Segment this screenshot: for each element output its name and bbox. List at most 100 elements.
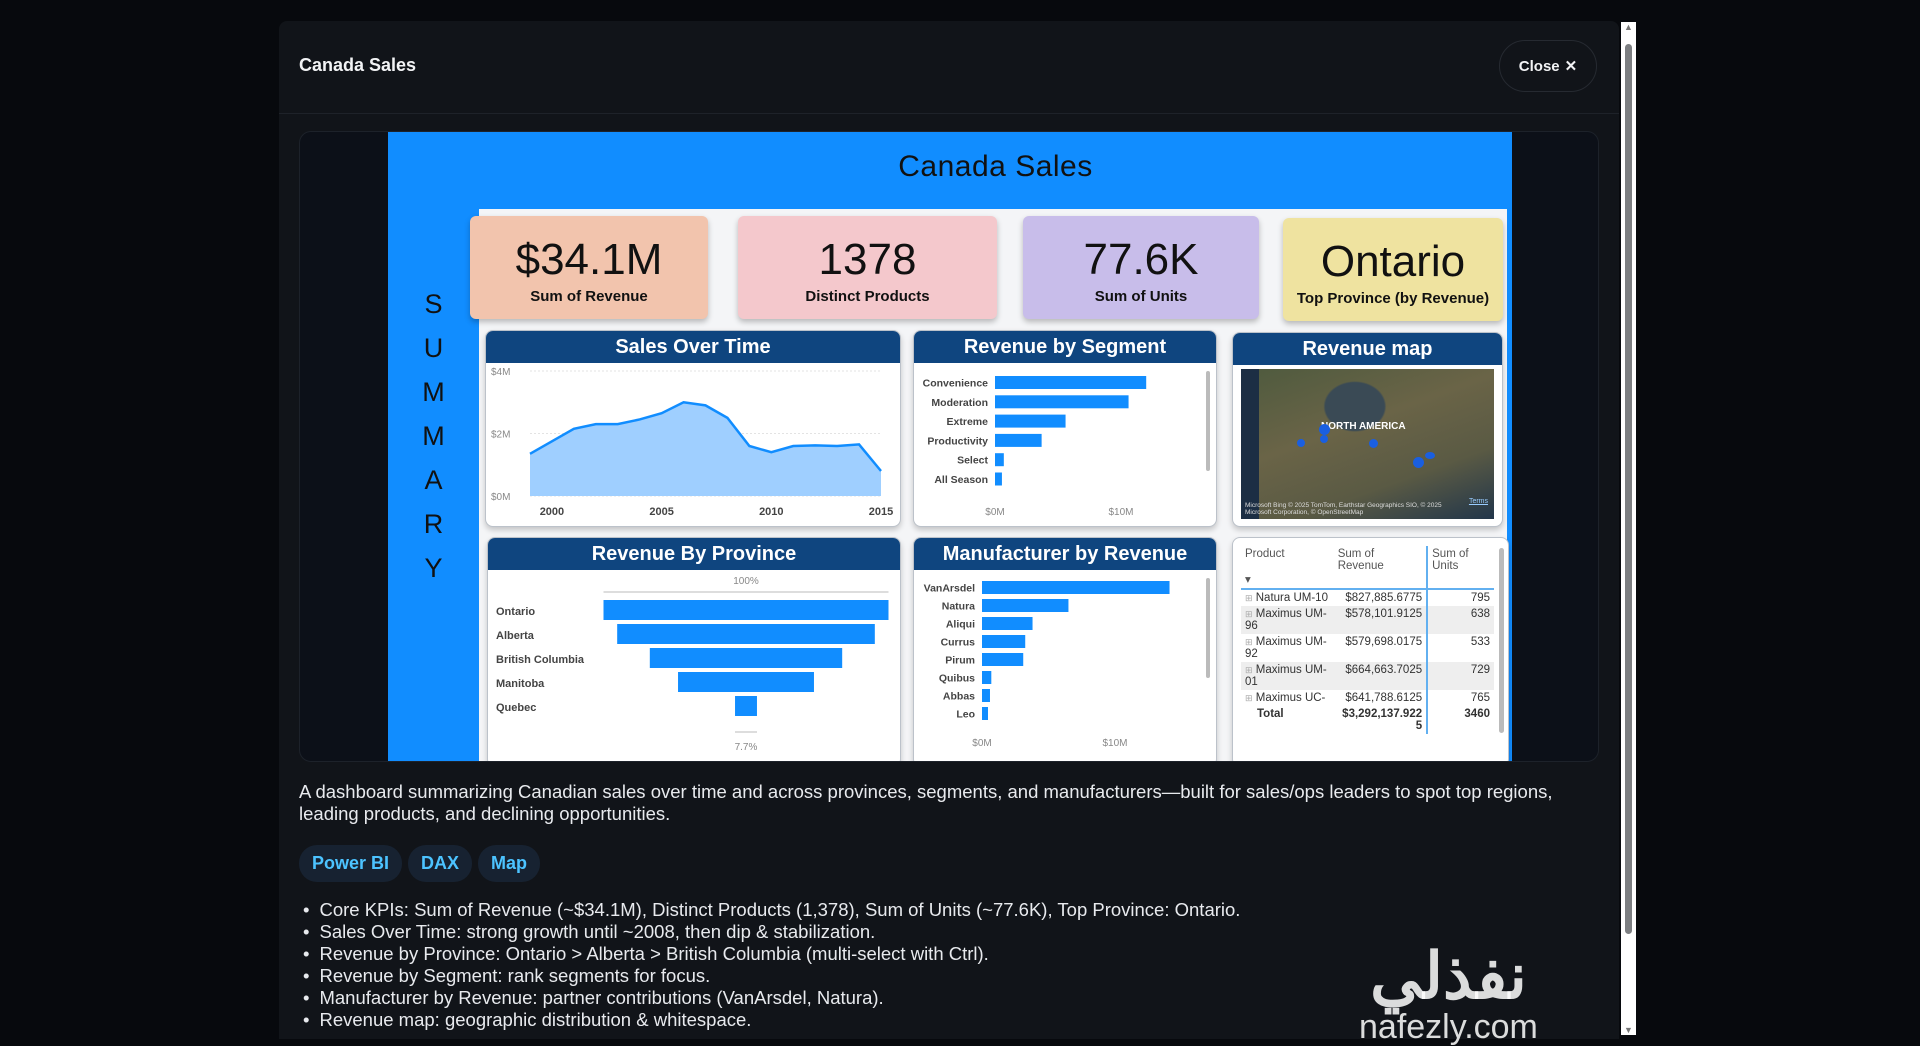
bar-label: Productivity	[927, 435, 988, 447]
funnel-bar-quebec	[735, 696, 757, 716]
header-label: Product	[1245, 548, 1285, 560]
map-point[interactable]	[1369, 439, 1378, 448]
revenue-by-segment-chart: Convenience Moderation Extreme Productivity…	[923, 371, 1210, 518]
area-line	[529, 400, 882, 472]
map-point[interactable]	[1320, 435, 1328, 443]
column-header-product[interactable]: Product ▾	[1241, 546, 1334, 589]
scroll-down-arrow-icon[interactable]: ▼	[1624, 1025, 1633, 1035]
feature-list: Core KPIs: Sum of Revenue (~$34.1M), Dis…	[299, 899, 1240, 1031]
chart-scrollbar	[1206, 578, 1210, 678]
product-cell: ⊞ Maximus UM-92	[1241, 634, 1334, 662]
total-units: 3460	[1464, 708, 1490, 720]
summary-vertical-label: S U M M A R Y	[388, 282, 479, 590]
revenue-cell: $827,885.6775	[1333, 589, 1429, 606]
expand-icon[interactable]: ⊞	[1245, 637, 1253, 647]
expand-icon[interactable]: ⊞	[1245, 665, 1253, 675]
kpi-card-revenue: $34.1M Sum of Revenue	[470, 216, 708, 319]
side-letter: R	[423, 509, 444, 539]
expand-icon[interactable]: ⊞	[1245, 609, 1253, 619]
bar-natura	[982, 599, 1069, 612]
bar-currus	[982, 635, 1026, 648]
tag-dax[interactable]: DAX	[408, 845, 473, 882]
y-tick-label: $2M	[491, 430, 510, 441]
product-name: Maximus UM-96	[1245, 608, 1327, 632]
revenue-map-panel[interactable]: Revenue map NORTH AMERICA Microsoft Bing…	[1232, 332, 1503, 527]
manufacturer-by-revenue-chart: VanArsdel Natura Aliqui Currus Pirum Quibus Ab…	[924, 578, 1210, 749]
table-row[interactable]: ⊞ Maximus UC- $641,788.6125 765	[1241, 690, 1494, 706]
product-table-panel[interactable]: Product ▾ Sum of Revenue Sum of Units ⊞ N…	[1232, 537, 1509, 761]
side-letter: U	[423, 333, 444, 363]
table-row[interactable]: ⊞ Maximus UM-92 $579,698.0175 533	[1241, 634, 1494, 662]
manufacturer-by-revenue-panel[interactable]: Manufacturer by Revenue VanArsdel Natura A…	[913, 537, 1217, 761]
product-name: Maximus UM-01	[1245, 664, 1327, 688]
project-description: A dashboard summarizing Canadian sales o…	[299, 781, 1553, 824]
units-cell: 729	[1470, 664, 1490, 676]
side-letter: A	[424, 465, 443, 495]
tag-power-bi[interactable]: Power BI	[299, 845, 403, 882]
bar-label: Pirum	[945, 655, 975, 667]
bar-productivity	[995, 433, 1042, 447]
bar-label: VanArsdel	[924, 583, 975, 595]
funnel-bar-alberta	[617, 624, 875, 644]
expand-icon[interactable]: ⊞	[1245, 693, 1253, 703]
map-credit: Microsoft Bing © 2025 TomTom, Earthstar …	[1245, 502, 1445, 516]
map-point[interactable]	[1413, 457, 1424, 468]
y-tick-label: $4M	[491, 367, 510, 378]
bar-leo	[982, 707, 988, 720]
x-tick-label: 2010	[759, 506, 783, 518]
x-tick-label: $0M	[985, 507, 1004, 518]
column-header-units[interactable]: Sum of Units	[1432, 548, 1469, 572]
product-cell: ⊞ Maximus UC-	[1241, 690, 1334, 706]
scroll-up-arrow-icon[interactable]: ▲	[1624, 22, 1633, 32]
map-point[interactable]	[1319, 424, 1330, 435]
panel-title: Revenue by Segment	[914, 331, 1216, 363]
scrollbar-thumb[interactable]	[1625, 44, 1632, 934]
close-button[interactable]: Close ✕	[1499, 40, 1597, 92]
table-row[interactable]: ⊞ Maximus UM-01 $664,663.7025 729	[1241, 662, 1494, 690]
sales-over-time-panel[interactable]: Sales Over Time $0M $2M $4M 2000 2005 2010 201…	[485, 330, 901, 527]
revenue-cell: $664,663.7025	[1333, 662, 1429, 690]
panel-title: Revenue map	[1233, 333, 1502, 365]
map-terms-link[interactable]: Terms	[1468, 498, 1488, 505]
total-label: Total	[1257, 708, 1284, 720]
satellite-map[interactable]: NORTH AMERICA Microsoft Bing © 2025 TomT…	[1241, 369, 1494, 519]
feature-item: Revenue by Province: Ontario > Alberta >…	[299, 943, 1240, 965]
column-header-revenue[interactable]: Sum of Revenue	[1333, 546, 1429, 589]
feature-item: Sales Over Time: strong growth until ~20…	[299, 921, 1240, 943]
bar-moderation	[995, 395, 1129, 409]
area-fill	[530, 402, 881, 496]
bar-all-season	[995, 472, 1002, 486]
funnel-label: Manitoba	[496, 678, 545, 690]
modal-scrollbar[interactable]: ▲ ▼	[1621, 22, 1636, 1035]
ocean-area	[1241, 369, 1259, 519]
tag-map[interactable]: Map	[478, 845, 541, 882]
x-icon: ✕	[1564, 58, 1578, 75]
product-name: Natura UM-10	[1255, 592, 1328, 604]
kpi-value: 77.6K	[1083, 235, 1199, 284]
revenue-by-province-panel[interactable]: Revenue By Province 100% Ontario Alberta Br…	[487, 537, 901, 761]
units-cell: 638	[1470, 608, 1490, 620]
bar-label: Select	[957, 455, 988, 467]
bar-label: Currus	[941, 637, 976, 649]
table-total-row: Total $3,292,137.9225 3460	[1241, 706, 1494, 734]
bar-label: Leo	[956, 709, 975, 721]
x-tick-label: $10M	[1108, 507, 1133, 518]
side-letter: M	[422, 377, 445, 407]
x-tick-label: $10M	[1102, 738, 1127, 749]
kpi-label: Top Province (by Revenue)	[1296, 290, 1490, 307]
kpi-label: Sum of Units	[1094, 288, 1188, 305]
bar-aliqui	[982, 617, 1033, 630]
table-row[interactable]: ⊞ Natura UM-10 $827,885.6775 795	[1241, 589, 1494, 606]
watermark-latin: nafezly.com	[1359, 1008, 1538, 1046]
map-point[interactable]	[1425, 452, 1435, 459]
expand-icon[interactable]: ⊞	[1245, 593, 1253, 603]
sort-desc-icon[interactable]: ▾	[1245, 574, 1251, 586]
units-cell: 533	[1470, 636, 1490, 648]
map-point[interactable]	[1297, 439, 1305, 447]
table-row[interactable]: ⊞ Maximus UM-96 $578,101.9125 638	[1241, 606, 1494, 634]
bar-abbas	[982, 689, 990, 702]
bar-label: All Season	[934, 474, 988, 486]
table-scrollbar[interactable]	[1499, 548, 1504, 733]
revenue-by-segment-panel[interactable]: Revenue by Segment Convenience Moderation…	[913, 330, 1217, 527]
bing-brand: Microsoft Bing	[1245, 502, 1287, 509]
